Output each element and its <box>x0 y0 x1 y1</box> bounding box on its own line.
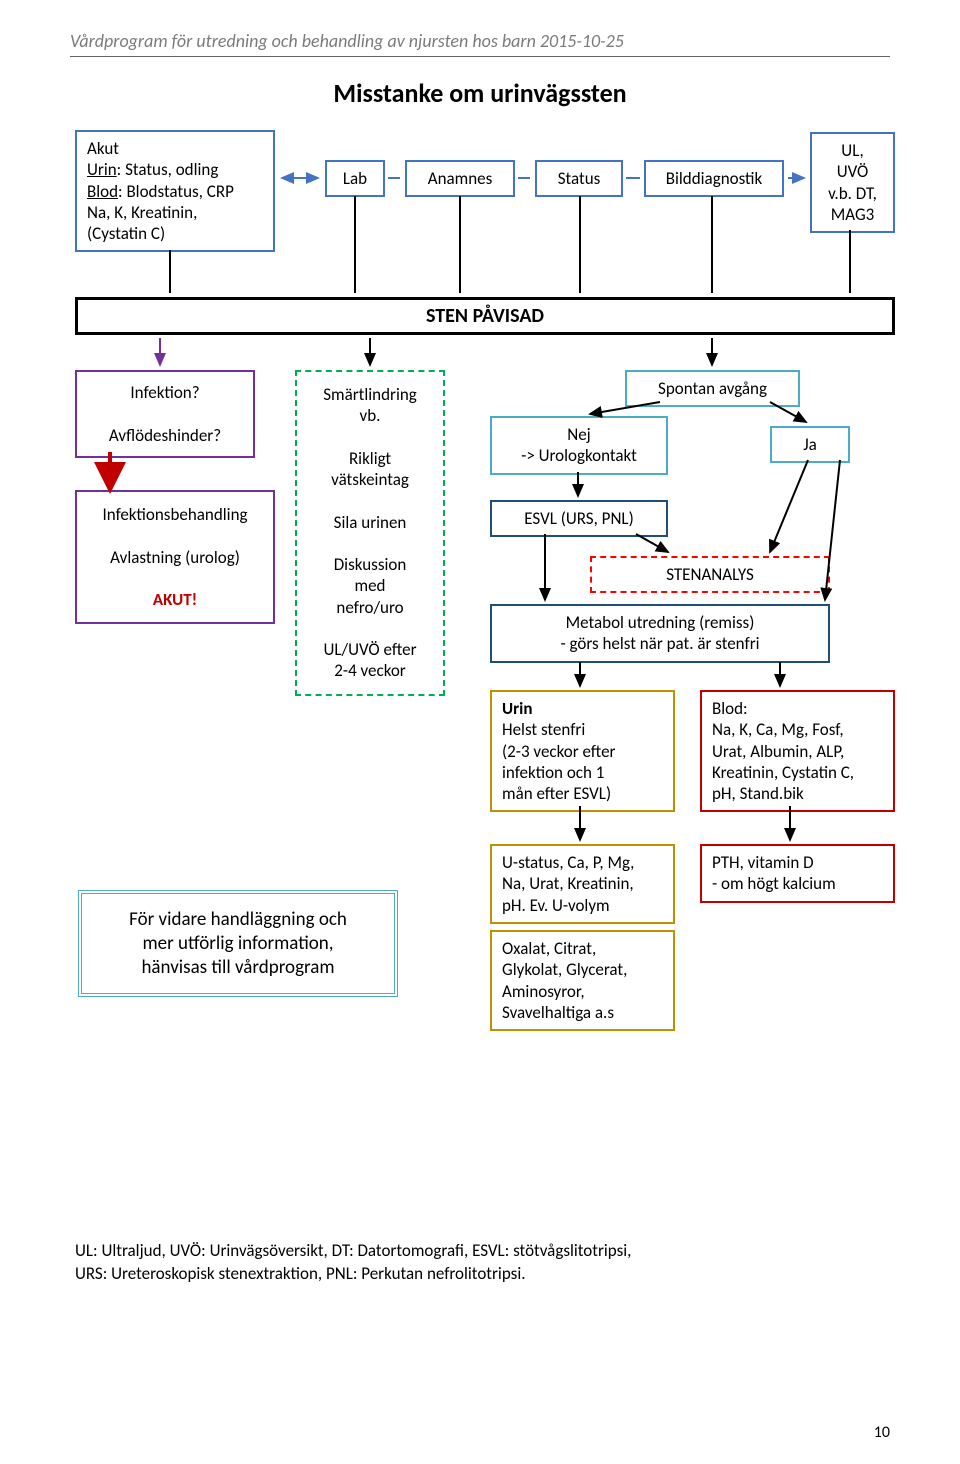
box-anamnes: Anamnes <box>405 160 515 197</box>
t: vätskeintag <box>331 469 409 490</box>
box-stenanalys: STENANALYS <box>590 556 830 593</box>
t: -> Urologkontakt <box>521 445 637 466</box>
t: Blod: <box>712 698 748 719</box>
t: Na, K, Kreatinin, <box>87 202 197 223</box>
box-metabol: Metabol utredning (remiss) - görs helst … <box>490 604 830 663</box>
t: Avlastning (urolog) <box>110 547 240 568</box>
t: Kreatinin, Cystatin C, <box>712 762 854 783</box>
t: Lab <box>343 168 367 189</box>
t: Helst stenfri <box>502 719 585 740</box>
box-sten-pavisad: STEN PÅVISAD <box>75 297 895 335</box>
page-title: Misstanke om urinvägssten <box>70 77 890 109</box>
t: UL/UVÖ efter <box>323 639 416 660</box>
t: Ja <box>803 434 817 455</box>
t: - görs helst när pat. är stenfri <box>560 633 759 654</box>
t: Smärtlindring <box>323 384 417 405</box>
t: vb. <box>360 405 381 426</box>
box-infektion: Infektion? Avflödeshinder? <box>75 370 255 458</box>
t: Diskussion <box>334 554 407 575</box>
box-status: Status <box>535 160 623 197</box>
t: ESVL (URS, PNL) <box>524 508 634 529</box>
box-ja: Ja <box>770 426 850 463</box>
t: Aminosyror, <box>502 981 585 1002</box>
t: Infektionsbehandling <box>102 504 247 525</box>
t: Anamnes <box>428 168 493 189</box>
box-treatment-steps: Smärtlindring vb. Rikligt vätskeintag Si… <box>295 370 445 696</box>
t: Svavelhaltiga a.s <box>502 1002 614 1023</box>
abbreviations: UL: Ultraljud, UVÖ: Urinvägsöversikt, DT… <box>75 1240 631 1286</box>
t: STENANALYS <box>666 564 754 585</box>
t: Rikligt <box>349 448 391 469</box>
t: (2-3 veckor efter <box>502 741 615 762</box>
t: Metabol utredning (remiss) <box>566 612 755 633</box>
t: UL, <box>841 140 863 161</box>
t: infektion och 1 <box>502 762 604 783</box>
box-akut-tests: Akut Urin: Status, odling Blod: Blodstat… <box>75 130 275 252</box>
box-ustatus: U-status, Ca, P, Mg, Na, Urat, Kreatinin… <box>490 844 675 924</box>
box-ul-uvo: UL, UVÖ v.b. DT, MAG3 <box>810 132 895 233</box>
t: Akut <box>87 138 119 159</box>
t: Infektion? <box>130 382 199 403</box>
box-bilddiagnostik: Bilddiagnostik <box>644 160 784 197</box>
t: Oxalat, Citrat, <box>502 938 596 959</box>
t: Avflödeshinder? <box>109 425 221 446</box>
t: Na, Urat, Kreatinin, <box>502 873 634 894</box>
box-pth: PTH, vitamin D - om högt kalcium <box>700 844 895 903</box>
t: Urin <box>87 159 117 180</box>
t: 2-4 veckor <box>334 660 406 681</box>
t: mån efter ESVL) <box>502 783 611 804</box>
t: UVÖ <box>837 161 869 182</box>
page-number: 10 <box>874 1423 890 1442</box>
t: URS: Ureteroskopisk stenextraktion, PNL:… <box>75 1263 526 1284</box>
t: - om högt kalcium <box>712 873 836 894</box>
box-oxalat: Oxalat, Citrat, Glykolat, Glycerat, Amin… <box>490 930 675 1031</box>
t: : Status, odling <box>117 159 219 180</box>
t: För vidare handläggning och <box>129 908 347 931</box>
t: (Cystatin C) <box>87 223 165 244</box>
t: Nej <box>567 424 591 445</box>
t: PTH, vitamin D <box>712 852 814 873</box>
t: Sila urinen <box>334 512 407 533</box>
box-lab: Lab <box>325 160 385 197</box>
box-esvl: ESVL (URS, PNL) <box>490 500 668 537</box>
t: v.b. DT, <box>828 183 877 204</box>
t: med <box>355 575 386 596</box>
box-spontan: Spontan avgång <box>625 370 800 407</box>
t: nefro/uro <box>336 597 403 618</box>
t: pH. Ev. U-volym <box>502 895 610 916</box>
t: UL: Ultraljud, UVÖ: Urinvägsöversikt, DT… <box>75 1240 631 1261</box>
t: Urin <box>502 698 532 719</box>
box-nej: Nej -> Urologkontakt <box>490 416 668 475</box>
header-rule <box>70 56 890 57</box>
t: Blod <box>87 181 118 202</box>
t: STEN PÅVISAD <box>426 304 544 328</box>
t: hänvisas till vårdprogram <box>141 956 334 979</box>
t: Bilddiagnostik <box>666 168 763 189</box>
box-avlastning: Infektionsbehandling Avlastning (urolog)… <box>75 490 275 624</box>
t: : Blodstatus, CRP <box>118 181 234 202</box>
t: Status <box>558 168 601 189</box>
t: MAG3 <box>831 204 875 225</box>
t: Spontan avgång <box>658 378 767 399</box>
t: pH, Stand.bik <box>712 783 804 804</box>
t: AKUT! <box>153 589 197 610</box>
box-vidare: För vidare handläggning och mer utförlig… <box>78 890 398 997</box>
doc-header: Vårdprogram för utredning och behandling… <box>70 30 890 52</box>
box-urin: Urin Helst stenfri (2-3 veckor efter inf… <box>490 690 675 812</box>
t: U-status, Ca, P, Mg, <box>502 852 634 873</box>
t: mer utförlig information, <box>142 932 333 955</box>
t: Urat, Albumin, ALP, <box>712 741 844 762</box>
t: Glykolat, Glycerat, <box>502 959 627 980</box>
t: Na, K, Ca, Mg, Fosf, <box>712 719 844 740</box>
box-blod: Blod: Na, K, Ca, Mg, Fosf, Urat, Albumin… <box>700 690 895 812</box>
